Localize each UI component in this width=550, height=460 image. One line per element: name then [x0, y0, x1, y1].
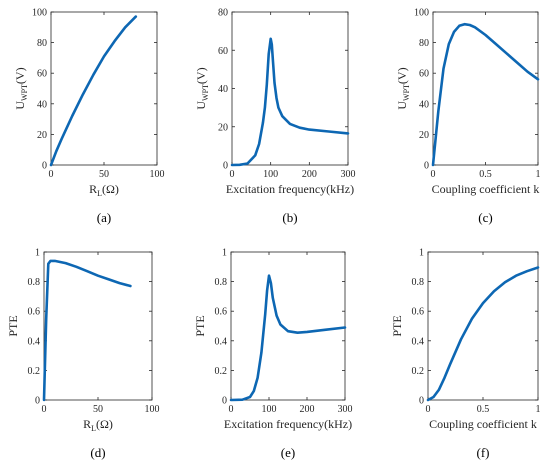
panel-label: (a) — [97, 210, 111, 225]
x-axis-label: Coupling coefficient k — [432, 182, 540, 196]
y-tick-label: 20 — [37, 130, 47, 141]
y-tick-label: 1 — [419, 248, 424, 259]
y-tick-label: 60 — [419, 69, 429, 80]
x-tick-label: 100 — [262, 404, 277, 415]
y-axis-label: PTE — [6, 315, 20, 336]
chart-panel: 0 50 100 0 20 40 60 80 100 RL(Ω) UWPT(V) (a) — [13, 8, 165, 226]
x-axis-label: RL(Ω) — [83, 417, 113, 433]
y-tick-label: 0.2 — [412, 366, 425, 377]
y-tick-label: 1 — [35, 248, 40, 259]
series-line — [229, 274, 347, 402]
chart-panel: 0 0.5 1 0 0.2 0.4 0.6 0.8 1 Coupling coefficient … — [390, 248, 541, 460]
x-tick-label: 50 — [93, 404, 103, 415]
y-axis-label: PTE — [193, 315, 207, 336]
plot-frame — [43, 251, 153, 401]
y-tick-label: 0.6 — [412, 307, 425, 318]
x-tick-label: 100 — [150, 169, 165, 180]
y-tick-label: 60 — [37, 69, 47, 80]
x-tick-label: 200 — [302, 169, 317, 180]
x-axis-label: Excitation frequency(kHz) — [226, 182, 354, 196]
x-tick-label: 50 — [99, 169, 109, 180]
x-tick-label: 0 — [49, 169, 54, 180]
y-tick-label: 40 — [218, 84, 228, 95]
panel-label: (b) — [282, 210, 297, 225]
y-tick-label: 1 — [222, 248, 227, 259]
y-tick-label: 0.4 — [28, 336, 41, 347]
x-axis-label: Coupling coefficient k — [429, 417, 537, 431]
y-tick-label: 0 — [223, 161, 228, 172]
y-tick-label: 0.4 — [215, 336, 228, 347]
y-tick-label: 0.8 — [28, 277, 41, 288]
series-line — [42, 259, 132, 402]
y-tick-label: 20 — [218, 122, 228, 133]
y-tick-label: 100 — [414, 8, 429, 19]
y-tick-label: 0.6 — [28, 307, 41, 318]
y-tick-label: 0 — [222, 396, 227, 407]
chart-panel: 0 0.5 1 0 20 40 60 80 100 Coupling coefficient k U… — [395, 8, 541, 226]
x-tick-label: 100 — [263, 169, 278, 180]
y-tick-label: 80 — [218, 8, 228, 19]
y-tick-label: 20 — [419, 130, 429, 141]
panel-label: (c) — [478, 210, 492, 225]
chart-panel: 0 100 200 300 0 20 40 60 80 Excitation frequency(… — [194, 8, 356, 226]
plot-frame — [50, 11, 158, 166]
x-axis-label: Excitation frequency(kHz) — [224, 417, 352, 431]
x-tick-label: 0.5 — [479, 169, 492, 180]
x-tick-label: 100 — [145, 404, 160, 415]
y-tick-label: 100 — [32, 8, 47, 19]
panel-label: (e) — [281, 445, 295, 460]
y-tick-label: 40 — [419, 99, 429, 110]
y-tick-label: 0 — [419, 396, 424, 407]
y-tick-label: 0 — [35, 396, 40, 407]
y-tick-label: 0.2 — [28, 366, 41, 377]
x-tick-label: 300 — [338, 404, 353, 415]
y-axis-label: UWPT(V) — [194, 67, 210, 109]
panel-label: (d) — [90, 445, 105, 460]
y-tick-label: 80 — [37, 38, 47, 49]
plot-frame — [230, 251, 346, 401]
y-tick-label: 0 — [424, 161, 429, 172]
x-tick-label: 0 — [229, 404, 234, 415]
x-tick-label: 0 — [426, 404, 431, 415]
y-tick-label: 0.8 — [215, 277, 228, 288]
y-tick-label: 40 — [37, 99, 47, 110]
x-tick-label: 0 — [431, 169, 436, 180]
y-axis-label: UWPT(V) — [395, 67, 411, 109]
y-tick-label: 80 — [419, 38, 429, 49]
chart-panel: 0 100 200 300 0 0.2 0.4 0.6 0.8 1 Excitation frequ… — [193, 248, 353, 460]
y-tick-label: 60 — [218, 46, 228, 57]
x-tick-label: 0 — [42, 404, 47, 415]
x-axis-label: RL(Ω) — [89, 182, 119, 198]
y-tick-label: 0.6 — [215, 307, 228, 318]
y-tick-label: 0.8 — [412, 277, 425, 288]
series-line — [426, 266, 540, 402]
x-tick-label: 200 — [300, 404, 315, 415]
y-tick-label: 0.4 — [412, 336, 425, 347]
chart-panel: 0 50 100 0 0.2 0.4 0.6 0.8 1 RL(Ω) PTE (d) — [6, 248, 160, 460]
panel-label: (f) — [477, 445, 490, 460]
series-line — [230, 37, 350, 167]
series-line — [49, 15, 138, 167]
x-tick-label: 0.5 — [477, 404, 490, 415]
series-line — [431, 22, 540, 167]
y-axis-label: PTE — [390, 315, 404, 336]
y-tick-label: 0 — [42, 161, 47, 172]
x-tick-label: 1 — [536, 404, 541, 415]
y-tick-label: 0.2 — [215, 366, 228, 377]
plot-frame — [231, 11, 349, 166]
x-tick-label: 0 — [230, 169, 235, 180]
x-tick-label: 1 — [536, 169, 541, 180]
x-tick-label: 300 — [341, 169, 356, 180]
y-axis-label: UWPT(V) — [13, 67, 29, 109]
